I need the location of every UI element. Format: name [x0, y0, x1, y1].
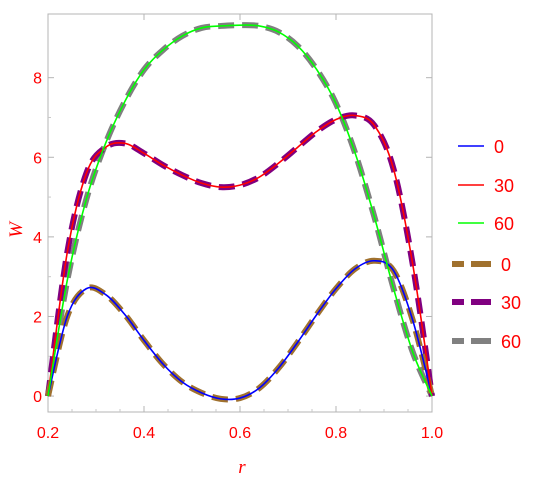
x-tick-label: 0.2 [37, 425, 59, 442]
y-tick-label: 8 [33, 71, 42, 88]
y-axis-label: W [6, 220, 27, 238]
legend-label: 30 [494, 176, 514, 196]
x-axis-ticks: 0.2 0.4 0.6 0.8 1.0 [37, 14, 443, 442]
y-tick-label: 2 [33, 309, 42, 326]
legend-label: 60 [494, 214, 514, 234]
y-tick-label: 0 [33, 389, 42, 406]
series-line-solid-60 [47, 24, 433, 397]
x-tick-label: 0.8 [325, 425, 347, 442]
x-tick-label: 1.0 [421, 425, 443, 442]
legend-label: 0 [501, 255, 511, 275]
y-tick-label: 4 [33, 230, 42, 247]
legend-label: 30 [501, 293, 521, 313]
y-axis-ticks: 0 2 4 6 8 [33, 71, 432, 406]
series-lines [45, 22, 435, 403]
x-axis-label: r [238, 457, 246, 478]
legend-label: 0 [494, 137, 504, 157]
x-tick-label: 0.4 [133, 425, 155, 442]
legend-label: 60 [501, 332, 521, 352]
x-tick-label: 0.6 [229, 425, 251, 442]
legend: 0 30 60 0 30 60 [452, 137, 521, 352]
series-line-solid-0 [47, 259, 433, 401]
y-tick-label: 6 [33, 150, 42, 167]
